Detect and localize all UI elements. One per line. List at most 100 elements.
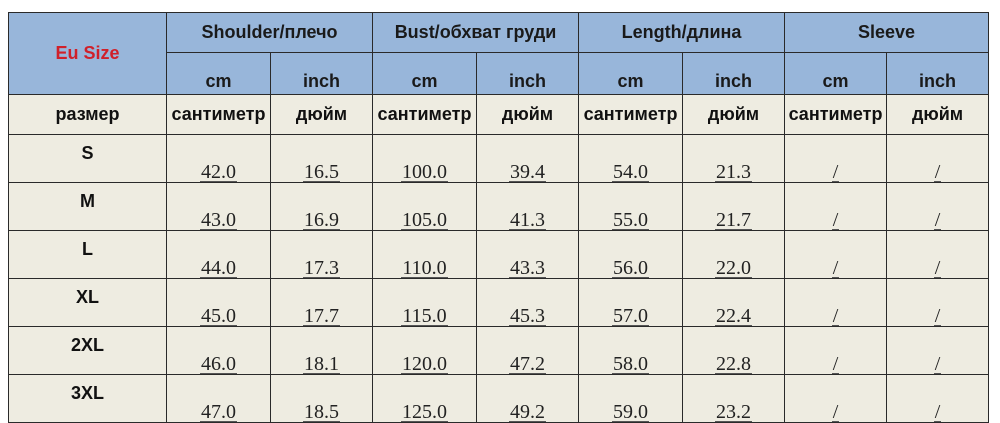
table-row: S 42.0 16.5 100.0 39.4 54.0 21.3 / / — [8, 134, 990, 183]
value-text: 56.0 — [612, 257, 650, 279]
value-cell: 110.0 — [372, 230, 477, 279]
value-text: / — [933, 209, 942, 231]
value-cell: 22.8 — [682, 326, 786, 375]
value-cell: 59.0 — [578, 374, 684, 423]
value-text: 21.7 — [715, 209, 753, 231]
size-cell: 3XL — [8, 374, 167, 423]
value-text: 42.0 — [200, 161, 237, 183]
value-cell: 49.2 — [475, 374, 580, 423]
value-cell: 44.0 — [166, 230, 271, 279]
value-cell: / — [886, 278, 990, 327]
shoulder-header: Shoulder/плечо — [166, 12, 373, 53]
value-cell: 57.0 — [578, 278, 684, 327]
value-cell: 125.0 — [372, 374, 477, 423]
value-cell: 17.7 — [270, 278, 373, 327]
table-row: L 44.0 17.3 110.0 43.3 56.0 22.0 / / — [8, 230, 990, 279]
value-cell: / — [784, 230, 888, 279]
unit-header: cm — [166, 52, 271, 95]
value-cell: / — [886, 374, 990, 423]
value-cell: 120.0 — [372, 326, 477, 375]
unit-label-ru: сантиметр — [784, 94, 888, 135]
value-text: / — [831, 209, 840, 231]
size-cell: 2XL — [8, 326, 167, 375]
value-text: 16.5 — [303, 161, 340, 183]
value-text: / — [933, 305, 942, 327]
value-text: 46.0 — [200, 353, 237, 375]
value-text: 17.7 — [303, 305, 340, 327]
value-cell: 55.0 — [578, 182, 684, 231]
value-text: / — [831, 161, 840, 183]
value-text: 39.4 — [509, 161, 546, 183]
value-text: 17.3 — [303, 257, 340, 279]
value-cell: / — [886, 326, 990, 375]
value-cell: 47.0 — [166, 374, 271, 423]
value-text: 59.0 — [612, 401, 650, 423]
value-text: 105.0 — [401, 209, 448, 231]
value-cell: 18.5 — [270, 374, 373, 423]
value-cell: 16.9 — [270, 182, 373, 231]
value-cell: 56.0 — [578, 230, 684, 279]
value-text: 54.0 — [612, 161, 650, 183]
value-text: 16.9 — [303, 209, 340, 231]
value-text: 125.0 — [401, 401, 448, 423]
value-cell: 22.4 — [682, 278, 786, 327]
value-text: 43.3 — [509, 257, 546, 279]
value-cell: 18.1 — [270, 326, 373, 375]
value-cell: / — [886, 182, 990, 231]
size-cell: XL — [8, 278, 167, 327]
value-cell: / — [784, 374, 888, 423]
value-cell: / — [784, 134, 888, 183]
value-cell: / — [784, 278, 888, 327]
length-header: Length/длина — [578, 12, 786, 53]
value-cell: 54.0 — [578, 134, 684, 183]
value-cell: / — [784, 182, 888, 231]
value-cell: 21.7 — [682, 182, 786, 231]
unit-label-ru: дюйм — [682, 94, 786, 135]
value-text: / — [831, 353, 840, 375]
value-text: 22.8 — [715, 353, 753, 375]
header-row-groups: Eu Size Shoulder/плечо Bust/обхват груди… — [8, 12, 990, 95]
value-text: / — [831, 257, 840, 279]
unit-label-ru: дюйм — [270, 94, 373, 135]
value-text: / — [831, 401, 840, 423]
unit-label-ru: дюйм — [886, 94, 990, 135]
value-text: 23.2 — [715, 401, 753, 423]
value-cell: 45.3 — [475, 278, 580, 327]
value-cell: 41.3 — [475, 182, 580, 231]
value-text: 57.0 — [612, 305, 650, 327]
sleeve-header: Sleeve — [784, 12, 990, 53]
value-text: 43.0 — [200, 209, 237, 231]
table-row: 3XL 47.0 18.5 125.0 49.2 59.0 23.2 / / — [8, 374, 990, 423]
value-text: 120.0 — [401, 353, 448, 375]
value-text: 47.2 — [509, 353, 546, 375]
size-cell: M — [8, 182, 167, 231]
unit-label-ru: дюйм — [475, 94, 580, 135]
value-text: / — [933, 161, 942, 183]
value-text: / — [933, 353, 942, 375]
value-text: 47.0 — [200, 401, 237, 423]
value-text: 115.0 — [401, 305, 448, 327]
value-text: 45.3 — [509, 305, 546, 327]
value-text: 100.0 — [401, 161, 448, 183]
size-label-ru: размер — [8, 94, 167, 135]
size-chart-table: Eu Size Shoulder/плечо Bust/обхват груди… — [8, 12, 990, 423]
value-cell: 47.2 — [475, 326, 580, 375]
unit-label-ru: сантиметр — [578, 94, 684, 135]
value-text: 49.2 — [509, 401, 546, 423]
value-cell: 23.2 — [682, 374, 786, 423]
value-text: 22.4 — [715, 305, 753, 327]
unit-header: inch — [270, 52, 373, 95]
value-text: 44.0 — [200, 257, 237, 279]
value-cell: 58.0 — [578, 326, 684, 375]
value-text: / — [933, 401, 942, 423]
value-cell: / — [886, 230, 990, 279]
table-row: M 43.0 16.9 105.0 41.3 55.0 21.7 / / — [8, 182, 990, 231]
unit-header: inch — [475, 52, 580, 95]
value-cell: 115.0 — [372, 278, 477, 327]
value-cell: 46.0 — [166, 326, 271, 375]
value-text: 110.0 — [401, 257, 448, 279]
unit-label-ru: сантиметр — [166, 94, 271, 135]
value-cell: 42.0 — [166, 134, 271, 183]
value-cell: 105.0 — [372, 182, 477, 231]
value-text: 18.1 — [303, 353, 340, 375]
